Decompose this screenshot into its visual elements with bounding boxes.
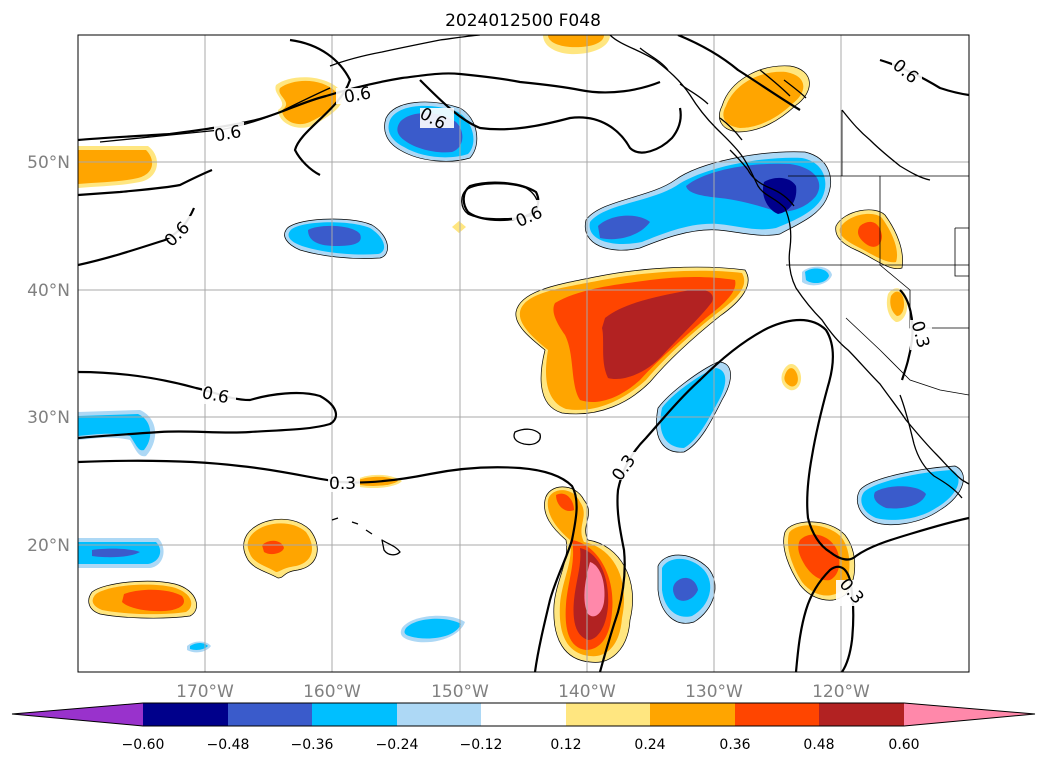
colorbar-tick-label: 0.24 [634,737,665,753]
colorbar-bin [566,703,650,726]
contour-label: 0.6 [343,83,373,107]
colorbar-tick-label: −0.36 [291,737,334,753]
colorbar-tick-label: −0.48 [207,737,250,753]
map-frame [77,34,970,673]
colorbar-tick-label: 0.60 [888,737,919,753]
colorbar-tick-label: 0.48 [803,737,834,753]
lat-label-40n: 40°N [27,281,70,301]
lat-label-50n: 50°N [27,153,70,173]
coastlines [99,35,969,556]
colorbar-bin [228,703,312,726]
colorbar-extend-low [12,703,143,726]
lon-label-120w: 120°W [812,682,870,702]
lon-label-150w: 150°W [431,682,489,702]
colorbar-tick-label: −0.60 [122,737,165,753]
colorbar-tick-label: 0.36 [719,737,750,753]
lon-label-130w: 130°W [685,682,743,702]
lon-label-170w: 170°W [176,682,234,702]
contour-lines [78,35,969,672]
colorbar-bin [143,703,228,726]
lon-label-160w: 160°W [303,682,361,702]
colorbar-bin [650,703,735,726]
contour-label: 0.3 [329,474,356,494]
colorbar-bin [819,703,904,726]
colorbar-tick-label: 0.12 [550,737,581,753]
map-area: 0.6 0.6 0.6 0.6 0.6 0.6 0.6 0.3 0.3 0.3 … [78,35,969,672]
colorbar-extend-high [904,703,1035,726]
colorbar-tick-label: −0.12 [460,737,503,753]
longitude-labels: 170°W 160°W 150°W 140°W 130°W 120°W [176,682,870,702]
colorbar-bin [735,703,819,726]
shaded-anomaly-fields [78,35,964,663]
colorbar: −0.60 −0.48 −0.36 −0.24 −0.12 0.12 0.24 … [11,702,1036,753]
lat-label-30n: 30°N [27,408,70,428]
lon-label-140w: 140°W [558,682,616,702]
contour-label: 0.6 [213,122,243,146]
lat-label-20n: 20°N [27,536,70,556]
colorbar-tick-label: −0.24 [376,737,419,753]
colorbar-bin [397,703,481,726]
map-title: 2024012500 F048 [445,11,601,31]
colorbar-bin [481,703,566,726]
colorbar-bin [312,703,397,726]
latitude-labels: 50°N 40°N 30°N 20°N [27,153,70,556]
